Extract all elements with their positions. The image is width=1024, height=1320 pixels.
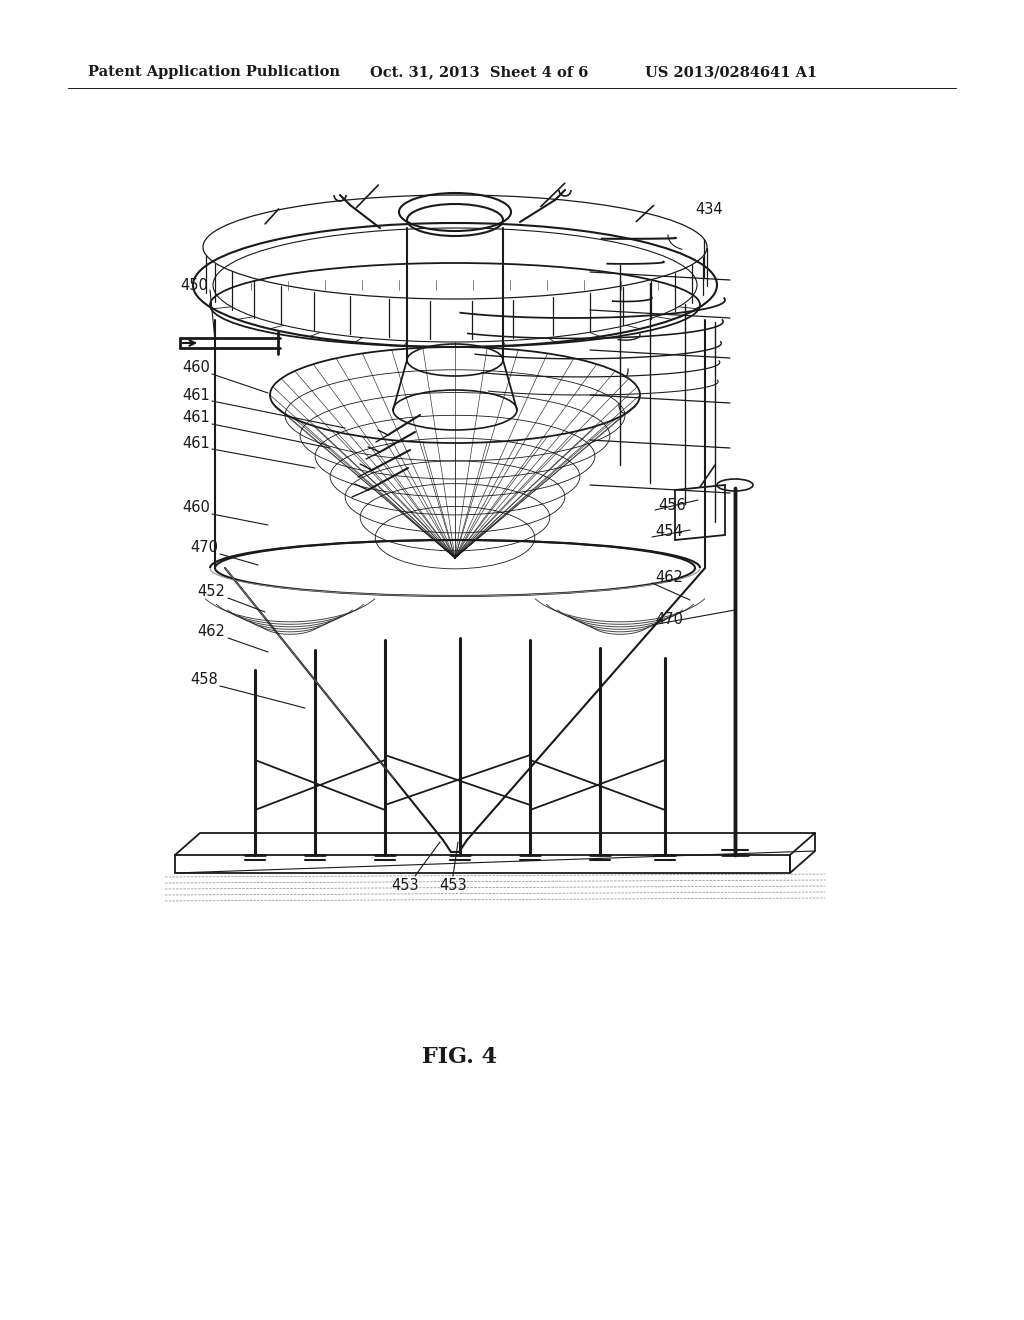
Text: FIG. 4: FIG. 4 xyxy=(423,1045,498,1068)
Text: 453: 453 xyxy=(439,878,467,894)
Text: Patent Application Publication: Patent Application Publication xyxy=(88,65,340,79)
Text: 454: 454 xyxy=(655,524,683,540)
Text: 461: 461 xyxy=(182,411,210,425)
Text: 461: 461 xyxy=(182,388,210,403)
Text: 450: 450 xyxy=(180,277,208,293)
Text: 453: 453 xyxy=(391,878,419,894)
Text: 434: 434 xyxy=(695,202,723,218)
Text: 462: 462 xyxy=(198,624,225,639)
Text: 460: 460 xyxy=(182,360,210,375)
Text: 470: 470 xyxy=(655,612,683,627)
Text: 456: 456 xyxy=(658,498,686,512)
Text: 458: 458 xyxy=(190,672,218,688)
Text: 460: 460 xyxy=(182,500,210,516)
Text: 470: 470 xyxy=(190,540,218,556)
Text: Oct. 31, 2013  Sheet 4 of 6: Oct. 31, 2013 Sheet 4 of 6 xyxy=(370,65,589,79)
Text: 462: 462 xyxy=(655,570,683,586)
Text: 461: 461 xyxy=(182,436,210,450)
Text: 452: 452 xyxy=(198,585,225,599)
Text: US 2013/0284641 A1: US 2013/0284641 A1 xyxy=(645,65,817,79)
